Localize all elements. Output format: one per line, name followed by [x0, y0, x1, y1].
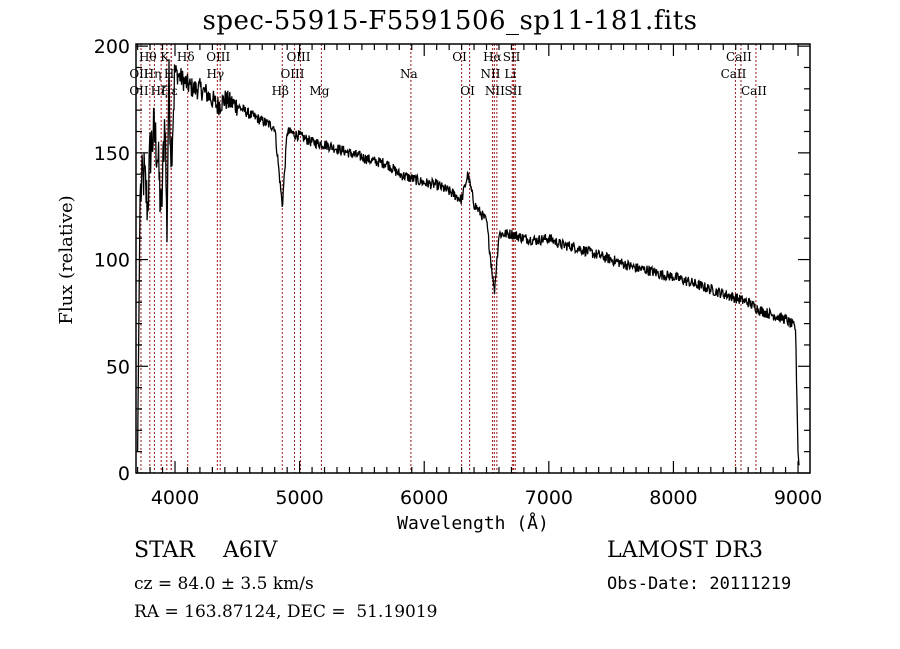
observation-date: Obs-Date: 20111219 — [607, 574, 792, 594]
line-label-nii: NII — [485, 84, 505, 98]
object-subclass: A6IV — [222, 538, 278, 563]
x-tick-label: 5000 — [275, 487, 323, 509]
line-label-hθ: Hθ — [139, 50, 157, 64]
redshift-velocity: cz = 84.0 ± 3.5 km/s — [134, 574, 314, 594]
line-label-caii: CaII — [721, 67, 747, 81]
survey-name: LAMOST DR3 — [607, 538, 763, 563]
line-label-oii: OII — [129, 84, 149, 98]
x-axis-label: Wavelength (Å) — [397, 512, 549, 534]
line-label-mg: Mg — [309, 84, 329, 98]
x-tick-label: 9000 — [774, 487, 822, 509]
line-label-sii: SII — [504, 84, 522, 98]
x-tick-label: 8000 — [649, 487, 697, 509]
line-label-oi: OI — [452, 50, 467, 64]
x-tick-label: 4000 — [151, 487, 199, 509]
line-label-li: Li — [504, 67, 516, 81]
line-label-hζ: Hζ — [151, 84, 168, 98]
spectral-line-markers — [140, 44, 757, 473]
y-axis: 0 50 100 150 200 — [94, 36, 810, 485]
line-label-caii: CaII — [741, 84, 767, 98]
line-label-hδ: Hδ — [177, 50, 195, 64]
y-tick-label: 150 — [94, 143, 130, 165]
line-label-k: K — [160, 50, 170, 64]
y-axis-label: Flux (relative) — [56, 195, 77, 324]
chart-title: spec-55915-F5591506_sp11-181.fits — [202, 6, 698, 36]
line-label-hη: Hη — [144, 67, 162, 81]
x-tick-label: 6000 — [400, 487, 448, 509]
plot-frame — [135, 43, 811, 474]
y-tick-label: 200 — [94, 36, 130, 58]
line-label-caii: CaII — [726, 50, 752, 64]
line-label-oi: OI — [460, 84, 475, 98]
line-label-oiii: OIII — [206, 50, 230, 64]
line-label-na: Na — [400, 67, 418, 81]
y-tick-label: 0 — [118, 463, 130, 485]
line-label-oiii: OIII — [286, 50, 310, 64]
line-label-sii: SII — [503, 50, 521, 64]
line-label-oii: OII — [129, 67, 149, 81]
coordinates: RA = 163.87124, DEC = 51.19019 — [134, 602, 438, 622]
line-label-nii: NII — [481, 67, 501, 81]
y-tick-label: 50 — [106, 356, 130, 378]
line-label-hβ: Hβ — [272, 84, 289, 98]
object-class: STAR — [134, 538, 195, 563]
x-tick-label: 7000 — [525, 487, 573, 509]
line-label-hα: Hα — [483, 50, 502, 64]
line-label-hγ: Hγ — [207, 67, 225, 81]
x-axis: 4000 5000 6000 7000 8000 9000 — [137, 44, 822, 509]
object-classification: STAR A6IV — [134, 538, 277, 563]
y-tick-label: 100 — [94, 250, 130, 272]
spectrum-line — [136, 59, 800, 466]
line-label-oiii: OIII — [280, 67, 304, 81]
